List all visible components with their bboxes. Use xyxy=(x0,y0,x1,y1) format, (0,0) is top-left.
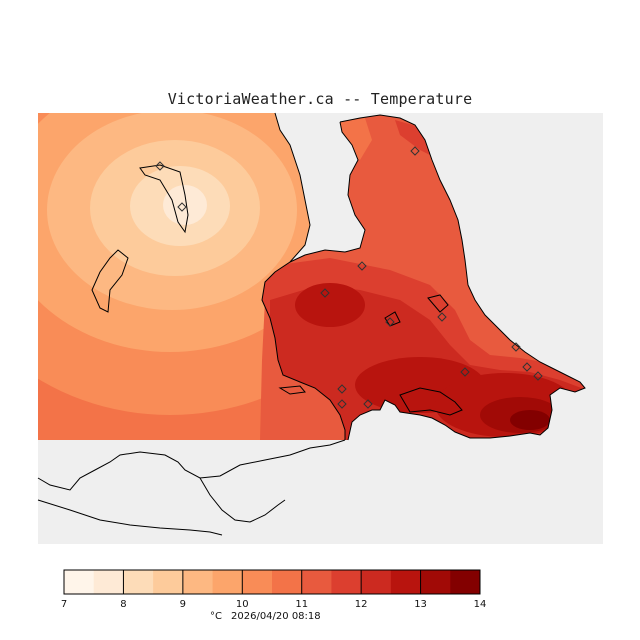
coastlines xyxy=(37,112,586,536)
islet-outline-1 xyxy=(278,385,306,395)
colorbar-bin xyxy=(420,570,451,594)
colorbar-bin xyxy=(64,570,95,594)
colorbar-tick-label: 9 xyxy=(180,599,186,610)
colorbar-tick-label: 14 xyxy=(474,599,487,610)
colorbar-bin xyxy=(450,570,481,594)
colorbar-bin xyxy=(361,570,392,594)
colorbar-bin xyxy=(153,570,184,594)
station-markers xyxy=(155,146,543,409)
colorbar-tick-label: 11 xyxy=(295,599,308,610)
colorbar-bin xyxy=(272,570,303,594)
station-marker[interactable] xyxy=(511,342,521,352)
mainland-coastline xyxy=(289,114,586,441)
colorbar-bin xyxy=(390,570,422,594)
legend-timestamp: 2026/04/20 08:18 xyxy=(231,611,321,622)
island-outline-west xyxy=(91,249,129,313)
colorbar-tick-label: 12 xyxy=(355,599,368,610)
colorbar-tick-label: 8 xyxy=(120,599,126,610)
station-marker[interactable] xyxy=(533,371,543,381)
station-marker[interactable] xyxy=(410,146,420,156)
legend-unit: °C xyxy=(210,611,222,622)
colorbar-bin xyxy=(212,570,243,594)
colorbar-tick-label: 7 xyxy=(61,599,67,610)
islet-outline-3 xyxy=(427,294,449,313)
station-marker[interactable] xyxy=(337,384,347,394)
colorbar-bin xyxy=(242,570,273,594)
colorbar-tick-label: 13 xyxy=(414,599,427,610)
station-marker[interactable] xyxy=(522,362,532,372)
colorbar-bin xyxy=(93,570,124,594)
station-marker[interactable] xyxy=(155,161,165,171)
station-marker[interactable] xyxy=(437,312,447,322)
island-east-coastline xyxy=(261,112,346,440)
colorbar-bin xyxy=(123,570,154,594)
station-marker[interactable] xyxy=(460,367,470,377)
peninsula-outline xyxy=(399,387,463,416)
colorbar-ticks: 7 8 9 10 11 12 13 14 xyxy=(61,570,487,610)
southern-coastline xyxy=(37,439,346,536)
station-marker[interactable] xyxy=(177,202,187,212)
colorbar-bins xyxy=(64,570,481,594)
colorbar-legend: 7 8 9 10 11 12 13 14 °C 2026/04/20 08:18 xyxy=(61,569,487,622)
colorbar-bin xyxy=(182,570,214,594)
station-marker[interactable] xyxy=(357,261,367,271)
island-outline-north xyxy=(139,164,189,234)
islet-outline-2 xyxy=(384,311,401,327)
station-marker[interactable] xyxy=(337,399,347,409)
station-marker[interactable] xyxy=(363,399,373,409)
colorbar-bin xyxy=(331,570,362,594)
map-title: VictoriaWeather.ca -- Temperature xyxy=(167,90,473,108)
station-marker[interactable] xyxy=(385,317,395,327)
station-marker[interactable] xyxy=(320,288,330,298)
colorbar-bin xyxy=(301,570,332,594)
colorbar-tick-label: 10 xyxy=(236,599,249,610)
